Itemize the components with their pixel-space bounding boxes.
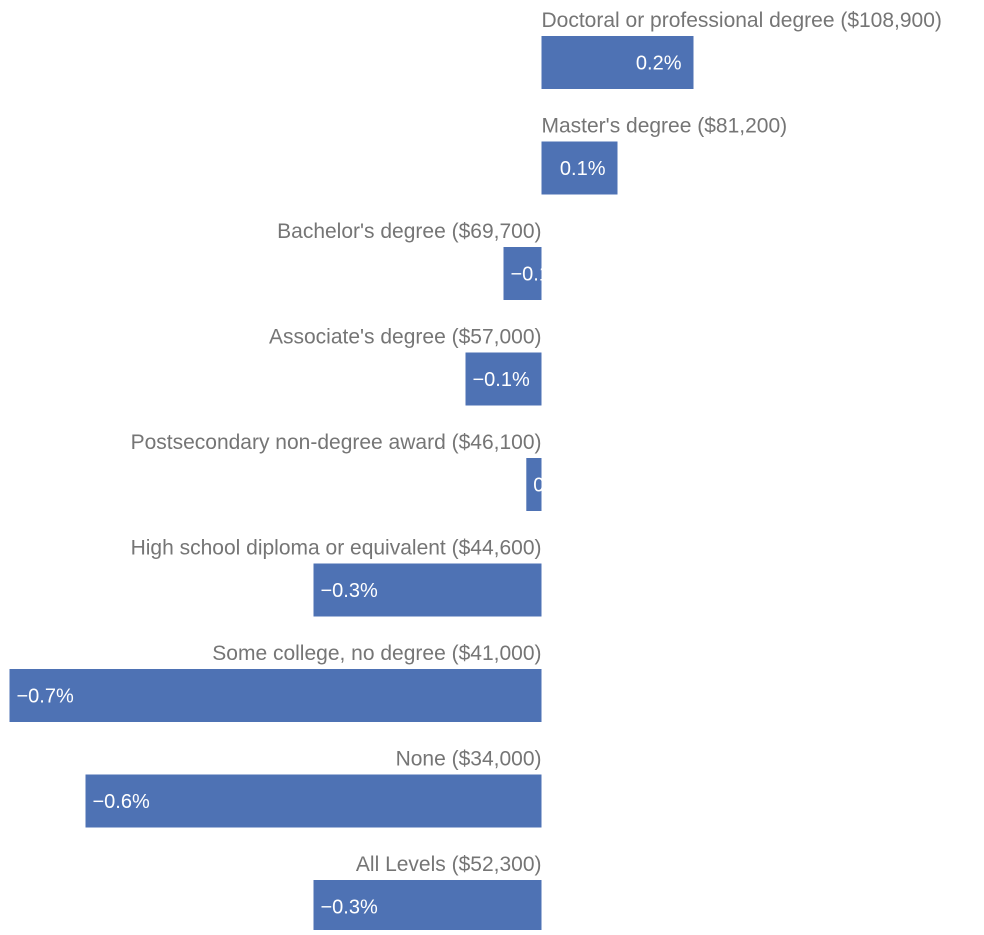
value-label: 0.2% xyxy=(636,53,682,75)
category-label: None ($34,000) xyxy=(396,748,542,771)
category-label: Doctoral or professional degree ($108,90… xyxy=(542,9,942,32)
bar xyxy=(465,352,542,406)
category-label: Associate's degree ($57,000) xyxy=(269,326,542,349)
category-label: High school diploma or equivalent ($44,6… xyxy=(131,537,542,560)
value-label: −0.1% xyxy=(511,264,568,286)
value-label: −0.6% xyxy=(93,791,150,813)
bar xyxy=(541,141,618,195)
category-label: Master's degree ($81,200) xyxy=(542,115,788,138)
value-label: 0.0% xyxy=(533,475,579,497)
bar xyxy=(503,247,542,300)
category-label: All Levels ($52,300) xyxy=(356,853,542,876)
value-label: −0.3% xyxy=(321,580,378,602)
category-label: Bachelor's degree ($69,700) xyxy=(277,220,541,243)
category-label: Some college, no degree ($41,000) xyxy=(212,642,541,665)
bar xyxy=(9,669,542,722)
value-label: −0.1% xyxy=(473,369,530,391)
bar xyxy=(313,563,542,617)
bar xyxy=(313,880,542,933)
value-label: −0.7% xyxy=(17,686,74,708)
value-label: 0.1% xyxy=(560,158,606,180)
bar xyxy=(526,458,542,511)
bar xyxy=(85,774,542,828)
bar xyxy=(541,36,694,89)
value-label: −0.3% xyxy=(321,897,378,919)
category-label: Postsecondary non-degree award ($46,100) xyxy=(131,431,542,454)
